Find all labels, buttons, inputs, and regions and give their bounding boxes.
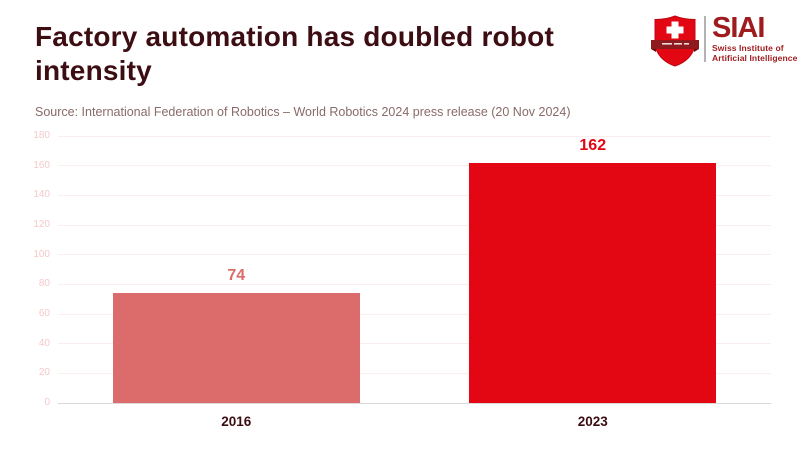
y-axis-tick-label: 40 (38, 337, 50, 349)
y-axis-tick-label: 60 (38, 308, 50, 319)
gridline (58, 343, 771, 345)
gridline (58, 224, 771, 226)
y-axis-tick-label: 160 (33, 159, 50, 171)
y-axis-tick-label: 20 (38, 367, 50, 379)
gridline (58, 372, 771, 374)
gridline (58, 194, 771, 196)
bar-2016 (112, 293, 360, 403)
logo-tagline-line1: Swiss Institute of (712, 43, 784, 53)
siai-logo: SIAI Swiss Institute of Artificial Intel… (650, 14, 797, 68)
gridline (58, 313, 771, 315)
swiss-shield-cross-banner-icon (651, 15, 699, 67)
x-axis-category-label: 2016 (221, 414, 252, 429)
bar-2023 (469, 162, 717, 403)
y-axis-tick-label: 0 (44, 397, 50, 408)
y-axis-tick-label: 80 (38, 278, 50, 290)
logo-divider (704, 16, 706, 62)
bar-value-label: 74 (227, 267, 246, 285)
bar-value-label: 162 (579, 136, 607, 154)
gridline (58, 254, 771, 256)
gridline (58, 165, 771, 167)
x-axis-baseline (58, 402, 771, 404)
logo-text-block: SIAI Swiss Institute of Artificial Intel… (712, 12, 798, 64)
logo-tagline-line2: Artificial Intelligence (712, 53, 798, 64)
page-title: Factory automation has doubled robot int… (35, 21, 554, 87)
y-axis-tick-label: 140 (33, 189, 50, 201)
source-caption: Source: International Federation of Robo… (35, 105, 571, 119)
y-axis-tick-label: 120 (33, 219, 50, 230)
logo-acronym: SIAI (712, 12, 765, 44)
gridline (58, 135, 771, 137)
x-axis-category-label: 2023 (577, 414, 608, 429)
gridline (58, 283, 771, 285)
y-axis-tick-label: 180 (33, 130, 50, 141)
y-axis-tick-label: 100 (33, 248, 50, 260)
